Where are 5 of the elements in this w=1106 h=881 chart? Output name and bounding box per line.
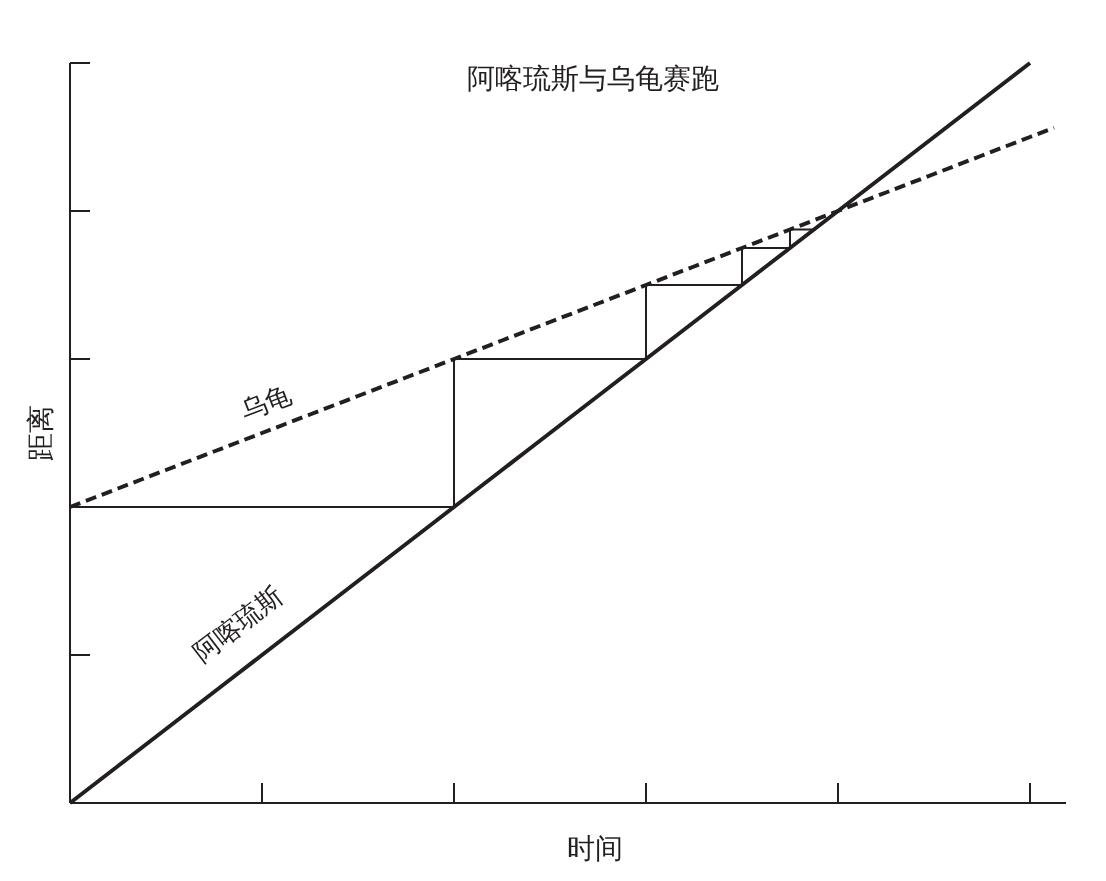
- chart-title: 阿喀琉斯与乌龟赛跑: [467, 62, 719, 95]
- text: 乌龟: [235, 378, 296, 426]
- y-axis-title: 距离: [24, 405, 57, 461]
- x-axis-title: 时间: [567, 832, 623, 865]
- text: 阿喀琉斯: [187, 580, 289, 668]
